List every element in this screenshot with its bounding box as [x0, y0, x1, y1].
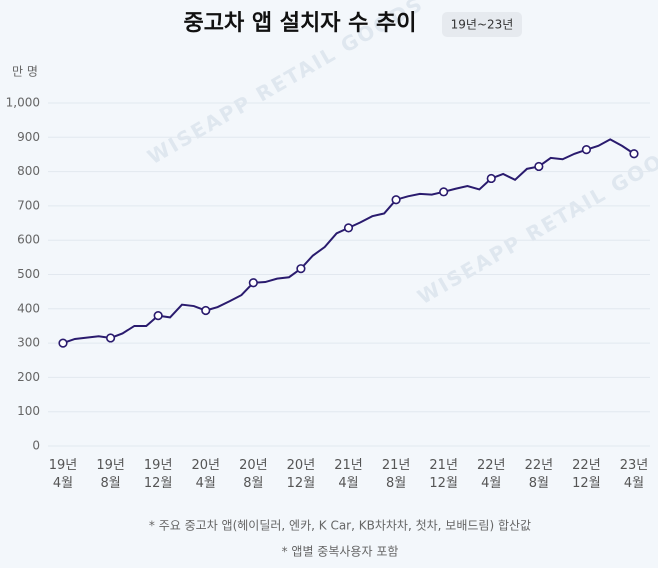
y-tick-label: 700	[17, 198, 40, 212]
x-tick-label: 21년 8월	[382, 458, 411, 491]
data-point	[296, 264, 306, 274]
data-point	[534, 161, 544, 172]
data-point	[343, 223, 354, 233]
x-tick-label: 19년 8월	[96, 458, 125, 491]
data-point	[391, 195, 401, 205]
y-tick-label: 100	[17, 404, 40, 418]
y-tick-label: 500	[17, 267, 40, 281]
data-point	[629, 149, 639, 159]
y-tick-label: 200	[17, 370, 40, 384]
data-point	[58, 338, 68, 348]
data-point	[248, 278, 258, 288]
data-point	[153, 311, 163, 321]
x-tick-label: 20년 12월	[287, 458, 316, 491]
x-tick-label: 23년 4월	[620, 458, 649, 491]
x-tick-label: 20년 8월	[239, 458, 268, 491]
x-tick-label: 19년 12월	[144, 458, 173, 491]
data-point	[486, 173, 496, 184]
x-tick-label: 19년 4월	[49, 458, 78, 491]
x-tick-label: 21년 4월	[334, 458, 363, 491]
data-point	[105, 333, 116, 343]
data-point	[201, 305, 211, 316]
y-tick-label: 400	[17, 301, 40, 315]
note: * 주요 중고차 앱(헤이딜러, 엔카, K Car, KB차차차, 첫차, 보…	[149, 519, 531, 533]
y-tick-label: 600	[17, 233, 40, 247]
chart-title: 중고차 앱 설치자 수 추이	[183, 11, 416, 36]
y-unit: 만 명	[12, 65, 38, 79]
watermark: WISEAPP RETAIL GOODS	[413, 131, 658, 309]
y-tick-label: 1,000	[6, 96, 40, 110]
x-tick-label: 22년 8월	[525, 458, 554, 491]
y-tick-label: 300	[17, 336, 40, 350]
x-tick-label: 22년 4월	[477, 458, 506, 491]
x-tick-label: 22년 12월	[572, 458, 601, 491]
series-line	[62, 138, 635, 345]
y-tick-label: 0	[32, 439, 40, 453]
badge-bg	[442, 12, 522, 37]
x-tick-label: 21년 12월	[429, 458, 458, 491]
x-tick-label: 20년 4월	[191, 458, 220, 491]
note: * 앱별 중복사용자 포함	[282, 545, 399, 559]
data-point	[439, 187, 449, 197]
y-tick-label: 900	[17, 130, 40, 144]
period-badge: 19년~23년	[451, 18, 514, 32]
y-tick-label: 800	[17, 164, 40, 178]
data-point	[581, 145, 592, 155]
